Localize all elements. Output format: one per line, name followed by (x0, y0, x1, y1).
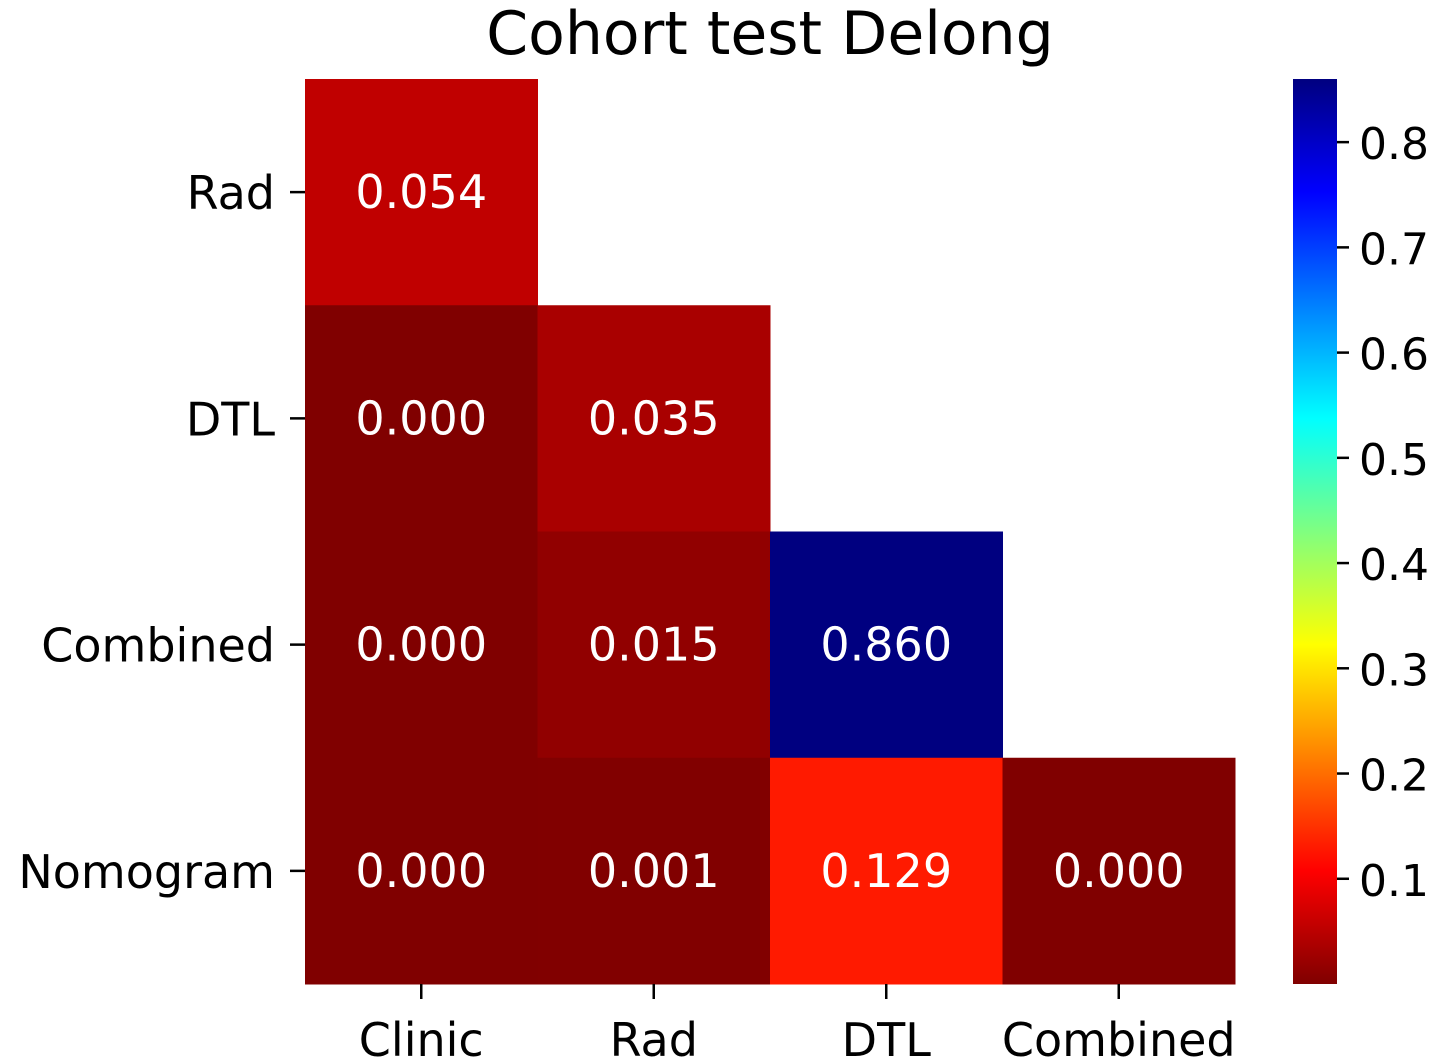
cell-value-label: 0.015 (588, 618, 720, 672)
colorbar-tick-label: 0.8 (1359, 119, 1429, 170)
x-tick-label: Clinic (359, 1013, 484, 1058)
cell-value-label: 0.001 (588, 844, 720, 898)
colorbar-tick-label: 0.4 (1359, 540, 1429, 591)
y-axis: Rad DTL Combined Nomogram (18, 166, 305, 899)
colorbar-tick-label: 0.7 (1359, 224, 1429, 275)
x-axis: Clinic Rad DTL Combined (359, 984, 1236, 1058)
colorbar-tick-label: 0.5 (1359, 435, 1429, 486)
heatmap-cell-dtl-rad (537, 305, 771, 532)
heatmap-cell-rad-clinic (305, 79, 538, 306)
cell-value-label: 0.035 (588, 391, 720, 445)
x-tick-label: Rad (610, 1013, 698, 1058)
y-tick-label: Combined (41, 619, 275, 673)
heatmap-cell-nomogram-dtl (770, 757, 1003, 985)
colorbar-tick-label: 0.3 (1359, 645, 1429, 696)
x-tick-label: DTL (842, 1013, 932, 1058)
y-tick-label: Nomogram (18, 845, 275, 899)
heatmap-cell-combined-rad (537, 531, 771, 759)
x-tick-label: Combined (1002, 1013, 1236, 1058)
colorbar-tick-label: 0.1 (1359, 856, 1429, 907)
y-tick-label: Rad (187, 166, 275, 220)
y-tick-label: DTL (186, 392, 276, 446)
chart-title: Cohort test Delong (486, 0, 1054, 69)
colorbar-axis: 0.1 0.2 0.3 0.4 0.5 0.6 0.7 0.8 (1337, 119, 1429, 907)
cell-value-label: 0.129 (820, 844, 952, 898)
heatmap-cell-dtl-clinic (305, 305, 538, 532)
heatmap-cell-nomogram-rad (537, 757, 771, 985)
cell-value-label: 0.000 (355, 618, 487, 672)
heatmap-cell-nomogram-combined (1002, 757, 1236, 985)
heatmap-cell-nomogram-clinic (305, 757, 538, 985)
cell-value-label: 0.000 (1053, 844, 1185, 898)
heatmap-cell-combined-clinic (305, 531, 538, 759)
colorbar-tick-label: 0.2 (1359, 751, 1429, 802)
cell-value-label: 0.000 (355, 391, 487, 445)
colorbar (1293, 79, 1337, 984)
cell-value-label: 0.860 (820, 618, 952, 672)
heatmap-cells: 0.054 0.000 0.035 0.000 0.015 0.860 0.000 0.001… (305, 79, 1236, 985)
cell-value-label: 0.054 (355, 165, 487, 219)
cell-value-label: 0.000 (355, 844, 487, 898)
colorbar-tick-label: 0.6 (1359, 330, 1429, 381)
heatmap-cell-combined-dtl (770, 531, 1003, 759)
